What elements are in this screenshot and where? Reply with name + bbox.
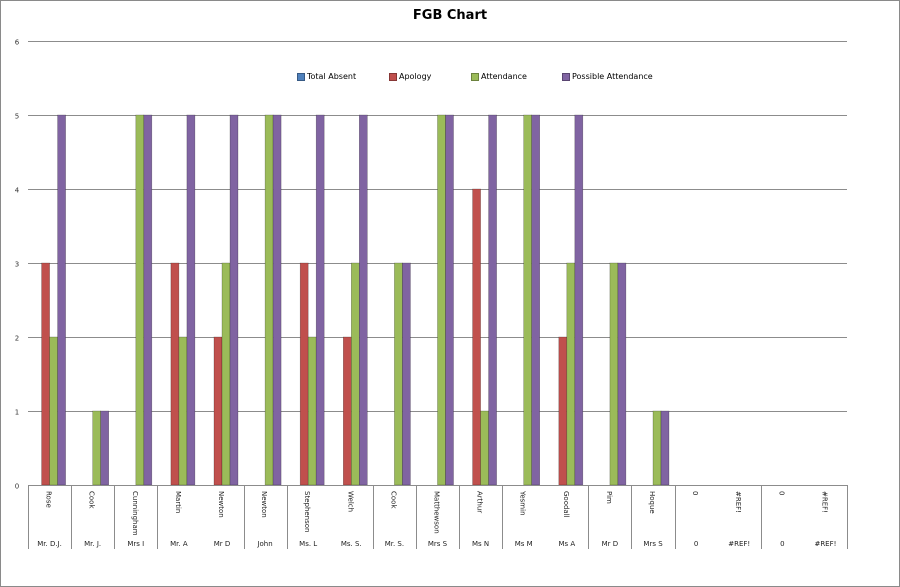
legend-item: Possible Attendance — [562, 72, 653, 81]
legend-swatch — [297, 72, 305, 81]
x-group-label: Mrs S — [428, 540, 448, 548]
chart-title: FGB Chart — [412, 8, 488, 23]
bar-apology — [558, 336, 568, 486]
y-tick-label: 2 — [15, 335, 19, 343]
x-category-label: Martin — [174, 491, 182, 513]
bar-apology — [213, 336, 223, 486]
bar-attendance — [49, 336, 58, 486]
bar-possible-attendance — [186, 114, 196, 486]
x-category-label: Newton — [260, 491, 268, 518]
bar-attendance — [221, 262, 231, 486]
x-category-label: #REF! — [734, 491, 742, 513]
bar-possible-attendance — [272, 114, 282, 486]
bar-apology — [170, 262, 180, 486]
bar-possible-attendance — [445, 114, 454, 486]
x-category-label: Pim — [605, 491, 613, 504]
bar-possible-attendance — [229, 114, 239, 486]
x-group-label: Mrs I — [127, 540, 144, 548]
y-tick-label: 5 — [15, 113, 19, 121]
x-category-label: Yesmin — [519, 490, 527, 516]
bar-attendance — [566, 262, 576, 486]
bar-attendance — [264, 114, 274, 486]
x-category-label: Newton — [217, 491, 225, 518]
bar-attendance — [350, 262, 360, 486]
bar-apology — [299, 262, 309, 486]
x-group-label: Mr. D.J. — [37, 540, 62, 548]
x-group-label: Ms M — [515, 540, 533, 548]
bar-apology — [342, 336, 352, 486]
y-tick-label: 1 — [15, 409, 19, 417]
x-group-label: Ms N — [472, 540, 489, 548]
x-group-label: Mr D — [214, 540, 231, 548]
bar-possible-attendance — [402, 262, 411, 486]
legend-swatch — [389, 72, 397, 81]
x-group-label: 0 — [780, 540, 784, 548]
y-tick-label: 6 — [15, 39, 20, 47]
bar-possible-attendance — [57, 114, 66, 486]
bar-attendance — [652, 410, 662, 486]
x-group-label: Ms A — [558, 540, 575, 548]
x-category-label: #REF! — [820, 491, 828, 513]
bar-apology — [41, 262, 50, 486]
x-category-label: Cook — [389, 491, 397, 509]
bar-possible-attendance — [143, 114, 153, 486]
legend-item: Apology — [389, 72, 431, 81]
legend-swatch — [562, 72, 570, 81]
legend-item: Total Absent — [297, 72, 356, 81]
x-group-label: Mr D — [602, 540, 619, 548]
bar-possible-attendance — [358, 114, 368, 486]
x-category-label: Goodall — [562, 491, 570, 518]
x-category-label: Cunningham — [131, 491, 139, 536]
bar-attendance — [394, 262, 403, 486]
x-category-label: Welch — [346, 491, 354, 512]
x-category-label: Hoque — [648, 491, 656, 514]
legend-item: Attendance — [471, 72, 527, 81]
bar-possible-attendance — [574, 114, 584, 486]
y-tick-label: 0 — [15, 483, 19, 491]
bar-attendance — [609, 262, 619, 486]
bar-attendance — [307, 336, 317, 486]
bar-attendance — [523, 114, 533, 486]
x-category-label: Matthewson — [433, 491, 441, 534]
x-group-label: 0 — [694, 540, 698, 548]
bar-apology — [472, 188, 481, 486]
legend-swatch — [471, 72, 479, 81]
legend-label: Total Absent — [307, 72, 357, 81]
bar-possible-attendance — [617, 262, 627, 486]
x-group-label: Ms. L — [299, 540, 317, 548]
x-group-label: #REF! — [814, 540, 836, 548]
x-category-label: 0 — [691, 491, 699, 495]
x-category-label: Stephenson — [303, 491, 311, 532]
x-group-label: Mr. A — [170, 540, 188, 548]
bar-possible-attendance — [660, 410, 670, 486]
legend-label: Apology — [399, 72, 432, 81]
x-category-label: Cook — [88, 491, 96, 509]
x-category-label: Arthur — [476, 491, 484, 513]
bar-attendance — [135, 114, 145, 486]
x-category-label: Rose — [45, 491, 53, 508]
legend-label: Attendance — [481, 72, 527, 81]
x-group-label: Mrs S — [643, 540, 663, 548]
y-tick-label: 4 — [15, 187, 20, 195]
x-category-label: 0 — [777, 491, 785, 495]
x-group-label: Mr. J. — [84, 540, 101, 548]
bar-attendance — [92, 410, 101, 486]
x-group-label: John — [256, 540, 272, 548]
bar-attendance — [437, 114, 446, 486]
x-group-label: #REF! — [728, 540, 750, 548]
bar-possible-attendance — [315, 114, 325, 486]
legend-label: Possible Attendance — [572, 72, 653, 81]
x-group-label: Ms. S. — [341, 540, 362, 548]
bar-attendance — [178, 336, 188, 486]
bar-possible-attendance — [100, 410, 109, 486]
bar-attendance — [480, 410, 489, 486]
bar-possible-attendance — [488, 114, 497, 486]
x-group-label: Mr. S. — [385, 540, 404, 548]
y-tick-label: 3 — [15, 261, 19, 269]
bar-possible-attendance — [531, 114, 541, 486]
